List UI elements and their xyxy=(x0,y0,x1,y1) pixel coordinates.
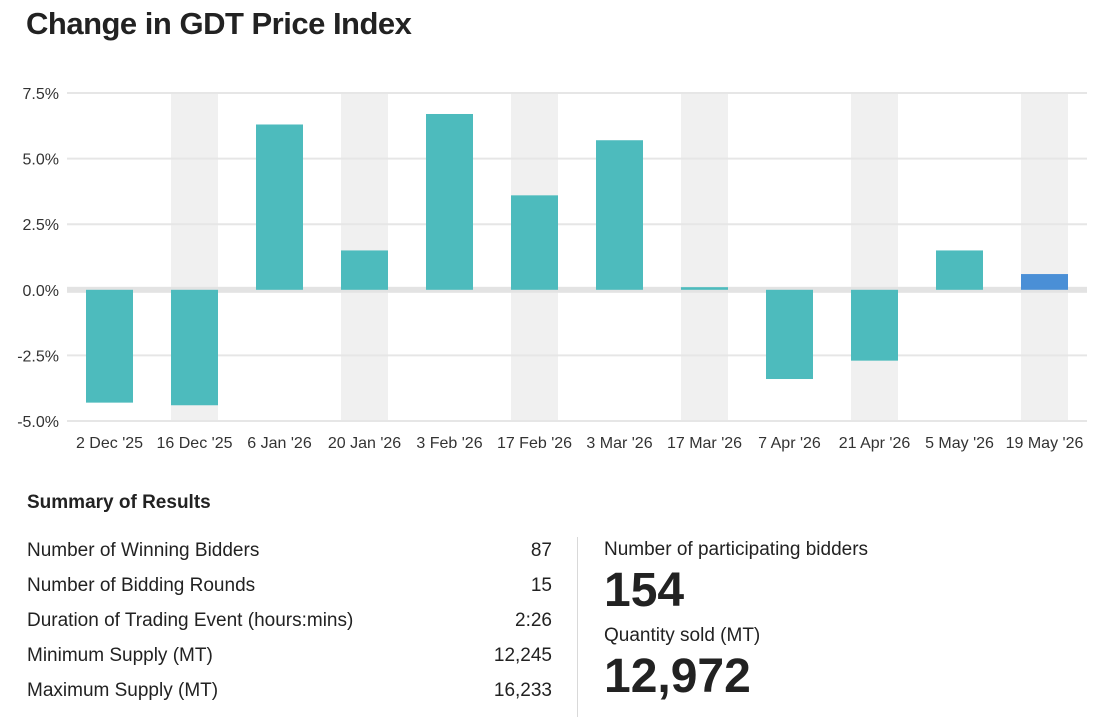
summary-row-minimum-supply: Minimum Supply (MT) 12,245 xyxy=(27,638,552,673)
participating-bidders-label: Number of participating bidders xyxy=(604,539,869,560)
bar xyxy=(936,250,983,290)
summary-row-label: Duration of Trading Event (hours:mins) xyxy=(27,609,354,631)
x-tick-label: 16 Dec '25 xyxy=(157,435,233,452)
y-tick-label: -5.0% xyxy=(17,414,59,431)
bar xyxy=(766,289,813,380)
bar xyxy=(426,113,473,290)
summary-row-winning-bidders: Number of Winning Bidders 87 xyxy=(27,533,552,568)
summary-row-label: Number of Bidding Rounds xyxy=(27,574,256,596)
x-tick-label: 19 May '26 xyxy=(1006,435,1084,452)
x-tick-label: 3 Feb '26 xyxy=(416,435,482,452)
stats-panel: Number of participating bidders 154 Quan… xyxy=(604,535,868,707)
summary-row-maximum-supply: Maximum Supply (MT) 16,233 xyxy=(27,673,552,708)
bar xyxy=(86,289,133,403)
bar xyxy=(256,124,303,290)
column-band xyxy=(681,93,728,421)
summary-row-value: 12,245 xyxy=(493,644,552,666)
y-tick-label: -2.5% xyxy=(17,348,59,365)
bar xyxy=(681,287,728,290)
x-tick-label: 17 Mar '26 xyxy=(667,435,742,452)
summary-row-bidding-rounds: Number of Bidding Rounds 15 xyxy=(27,568,552,603)
bar xyxy=(851,289,898,361)
summary-row-label: Minimum Supply (MT) xyxy=(27,644,213,666)
quantity-sold-label: Quantity sold (MT) xyxy=(604,625,761,646)
summary-heading: Summary of Results xyxy=(27,492,211,513)
participating-bidders-value: 154 xyxy=(604,564,685,617)
summary-row-value: 2:26 xyxy=(515,609,552,631)
y-tick-label: 0.0% xyxy=(23,283,59,300)
summary-divider xyxy=(577,537,578,717)
price-index-chart: 7.5% 5.0% 2.5% 0.0% -2.5% -5.0% 2 Dec '25 16 De… xyxy=(17,86,1087,452)
bar xyxy=(341,250,388,290)
y-tick-label: 2.5% xyxy=(23,217,59,234)
x-tick-label: 7 Apr '26 xyxy=(758,435,821,452)
y-tick-label: 7.5% xyxy=(23,86,59,103)
bar xyxy=(596,140,643,290)
x-tick-label: 2 Dec '25 xyxy=(76,435,143,452)
y-tick-label: 5.0% xyxy=(23,152,59,169)
zero-baseline xyxy=(67,286,1087,293)
bar xyxy=(171,289,218,406)
bar xyxy=(1021,274,1068,290)
x-tick-label: 6 Jan '26 xyxy=(247,435,312,452)
x-tick-label: 17 Feb '26 xyxy=(497,435,572,452)
summary-row-label: Number of Winning Bidders xyxy=(27,539,260,561)
summary-row-label: Maximum Supply (MT) xyxy=(27,679,219,701)
bar xyxy=(511,195,558,290)
column-band xyxy=(1021,93,1068,421)
column-band xyxy=(851,93,898,421)
quantity-sold-value: 12,972 xyxy=(604,650,751,703)
x-tick-label: 5 May '26 xyxy=(925,435,994,452)
x-tick-label: 21 Apr '26 xyxy=(839,435,911,452)
summary-row-value: 16,233 xyxy=(493,679,552,701)
summary-row-value: 15 xyxy=(530,574,552,596)
summary-table: Number of Winning Bidders 87 Number of B… xyxy=(27,533,552,708)
summary-row-value: 87 xyxy=(530,539,552,561)
x-tick-label: 20 Jan '26 xyxy=(328,435,401,452)
x-tick-label: 3 Mar '26 xyxy=(586,435,652,452)
summary-row-duration: Duration of Trading Event (hours:mins) 2… xyxy=(27,603,552,638)
chart-title: Change in GDT Price Index xyxy=(26,6,412,41)
